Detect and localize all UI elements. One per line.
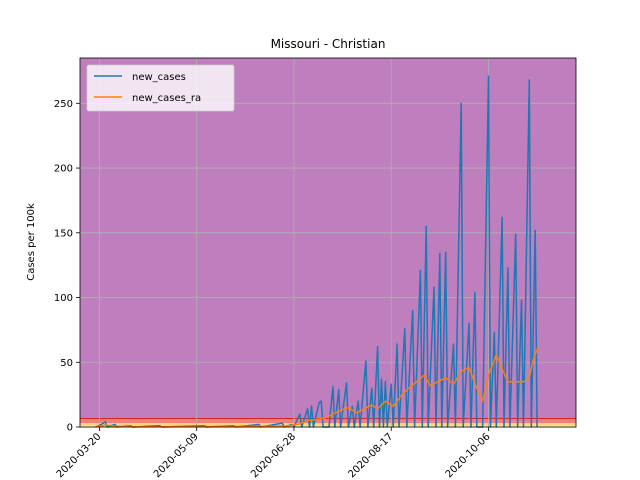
band-2 — [80, 419, 576, 424]
x-tick-label-2020-05-09: 2020-05-09 — [152, 431, 201, 480]
y-tick-label-150: 150 — [54, 228, 73, 239]
y-tick-label-100: 100 — [54, 293, 73, 304]
series-line-new_cases_ra — [95, 348, 539, 428]
band-1 — [80, 423, 576, 426]
y-axis: 0 50 100 150 200 250 — [54, 99, 80, 434]
legend: new_cases new_cases_ra — [86, 64, 235, 112]
chart-title: Missouri - Christian — [271, 37, 386, 51]
y-axis-label: Cases per 100k — [26, 203, 37, 281]
y-tick-label-250: 250 — [54, 99, 73, 110]
x-tick-label-2020-10-06: 2020-10-06 — [444, 431, 493, 480]
legend-label-new-cases-ra: new_cases_ra — [132, 93, 201, 104]
x-tick-label-2020-06-28: 2020-06-28 — [249, 431, 298, 480]
x-axis: 2020-03-20 2020-05-09 2020-06-28 2020-08-17… — [55, 427, 493, 480]
series-layer — [95, 75, 539, 428]
y-tick-label-200: 200 — [54, 164, 73, 175]
y-tick-label-0: 0 — [67, 423, 73, 434]
legend-box — [86, 64, 235, 112]
x-tick-label-2020-03-20: 2020-03-20 — [55, 431, 104, 480]
y-tick-label-50: 50 — [60, 358, 73, 369]
legend-label-new-cases: new_cases — [132, 72, 186, 83]
plot-frame — [79, 57, 577, 428]
x-tick-label-2020-08-17: 2020-08-17 — [346, 431, 395, 480]
